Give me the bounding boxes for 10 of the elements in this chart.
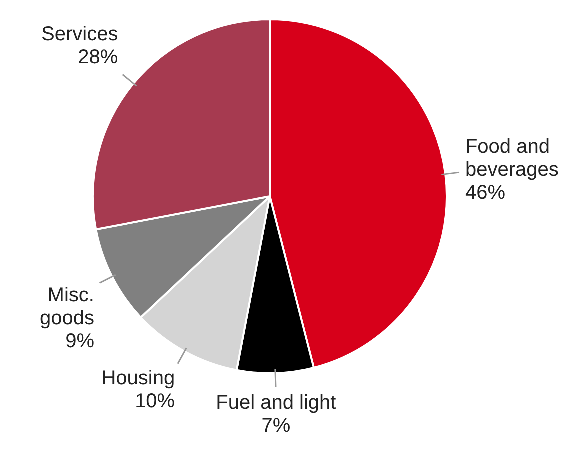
data-label: 28%	[78, 46, 118, 68]
slice-label: Misc. goods	[40, 284, 94, 330]
data-label: 46%	[465, 182, 506, 204]
slice-label: Housing	[102, 368, 176, 390]
slice-label: Food and beverages	[465, 136, 559, 181]
slice-label: Fuel and light	[216, 392, 337, 414]
data-label: 9%	[66, 330, 95, 352]
data-label: 10%	[135, 390, 176, 413]
data-label: 7%	[262, 414, 291, 437]
slice-label: Services	[42, 23, 118, 46]
